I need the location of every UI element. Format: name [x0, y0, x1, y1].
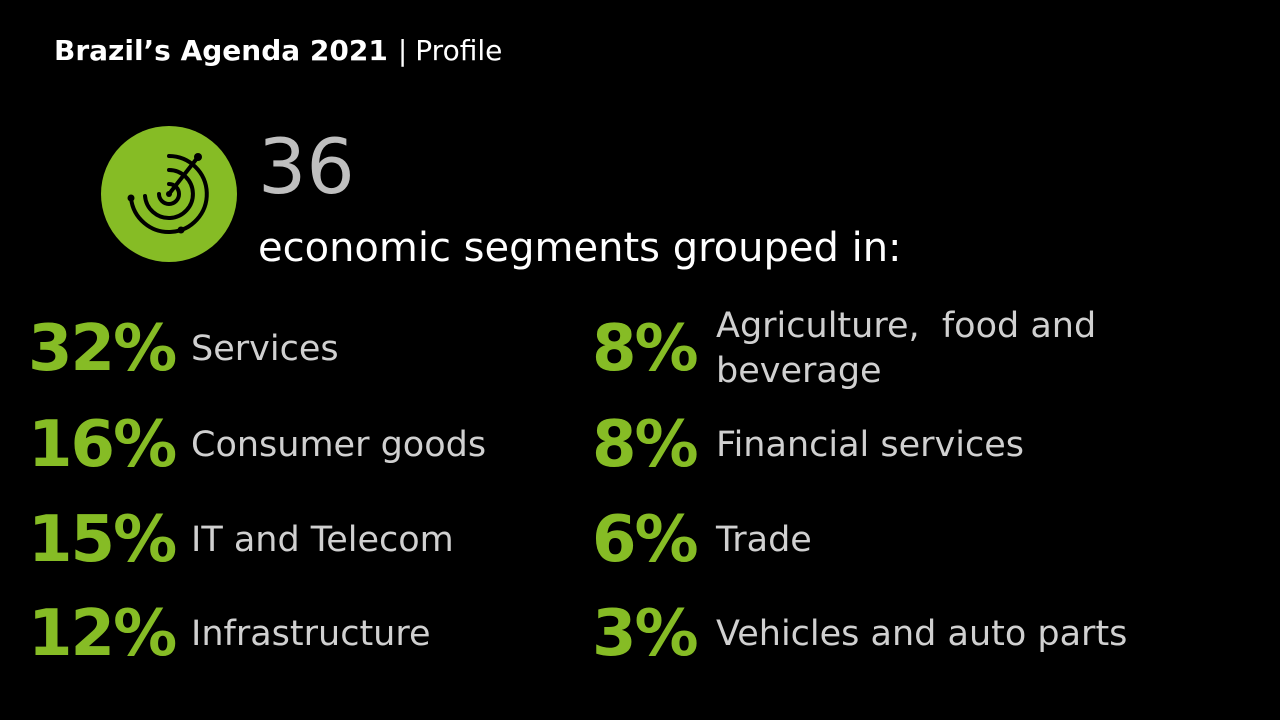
segment-percent: 3% [592, 597, 699, 671]
header-separator: | [397, 34, 408, 67]
segment-percent: 8% [592, 312, 699, 386]
segment-percent: 8% [592, 408, 699, 482]
segment-label: Trade [716, 519, 812, 560]
header-subtitle: Profile [415, 34, 503, 67]
radar-icon [127, 153, 209, 234]
segment-label: Services [191, 328, 339, 369]
segment-label: Consumer goods [191, 424, 487, 465]
header-title: Brazil’s Agenda 2021 [54, 34, 388, 67]
slide-header: Brazil’s Agenda 2021 | Profile [54, 32, 502, 70]
segment-label: Financial services [716, 424, 1024, 465]
segment-label: Vehicles and auto parts [716, 613, 1128, 654]
segment-count-caption: economic segments grouped in: [258, 225, 902, 271]
segment-label: Agriculture, food and beverage [716, 306, 1096, 391]
segment-percent: 16% [28, 408, 177, 482]
segment-percent: 15% [28, 503, 177, 577]
segment-label: Infrastructure [191, 613, 431, 654]
segment-label-line: beverage [716, 351, 882, 391]
radar-badge [101, 126, 237, 262]
segment-count: 36 [258, 122, 355, 211]
segment-label-line: Agriculture, food and [716, 306, 1097, 346]
segment-percent: 12% [28, 597, 177, 671]
segment-percent: 6% [592, 503, 699, 577]
segment-label: IT and Telecom [191, 519, 454, 560]
segment-percent: 32% [28, 312, 177, 386]
